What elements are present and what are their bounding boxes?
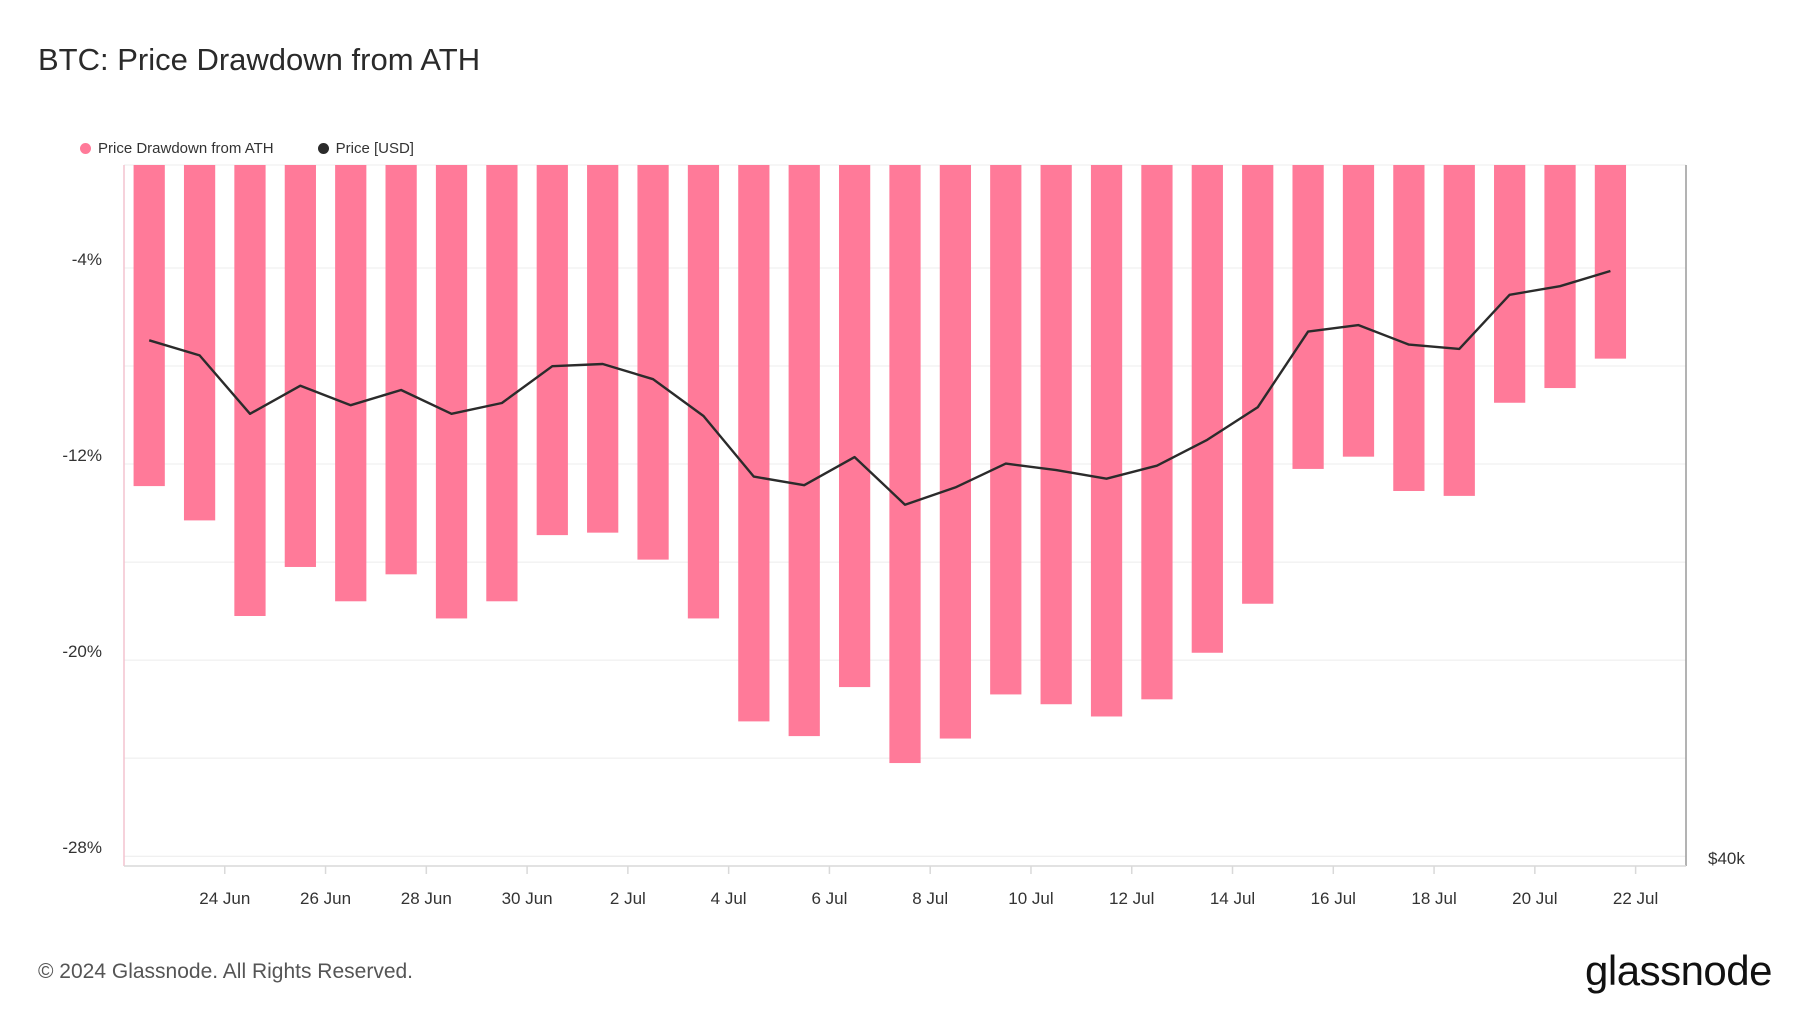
drawdown-bar: [687, 165, 720, 619]
drawdown-bar: [637, 165, 669, 560]
drawdown-bar: [587, 165, 619, 533]
axes: [123, 165, 1687, 867]
legend-dot-price: [317, 143, 329, 154]
drawdown-bar: [1040, 165, 1072, 705]
drawdown-bar: [1242, 165, 1274, 604]
y-axis-ticks: -4% -12% -20% -28% $40k: [62, 250, 1745, 868]
legend-label-drawdown: Price Drawdown from ATH: [98, 140, 274, 157]
glassnode-logo: glassnode: [1585, 947, 1772, 994]
drawdown-bar: [738, 165, 770, 722]
x-tick-label: 10 Jul: [1008, 889, 1053, 908]
drawdown-bar: [1393, 165, 1425, 491]
legend-dot-drawdown: [80, 143, 91, 154]
drawdown-bar: [1342, 165, 1375, 457]
y-tick-label: -20%: [62, 642, 102, 661]
y-tick-label: -28%: [62, 838, 102, 857]
drawdown-bar: [234, 165, 266, 616]
x-tick-label: 26 Jun: [300, 889, 351, 908]
drawdown-bar: [1544, 165, 1576, 389]
drawdown-bars: [133, 165, 1627, 764]
legend-label-price: Price [USD]: [335, 140, 414, 157]
drawdown-bar: [1191, 165, 1223, 653]
x-tick-label: 8 Jul: [912, 889, 948, 908]
x-tick-label: 14 Jul: [1210, 889, 1255, 908]
chart-plot: 24 Jun 26 Jun 28 Jun 30 Jun 2 Jul 4 Jul 6 Jul 8…: [62, 164, 1745, 908]
price-line-layer: [148, 269, 1611, 506]
x-tick-label: 4 Jul: [711, 889, 747, 908]
x-tick-label: 20 Jul: [1512, 889, 1557, 908]
legend-item-price[interactable]: Price [USD]: [317, 140, 414, 157]
chart-title: BTC: Price Drawdown from ATH: [38, 42, 481, 77]
drawdown-bar: [939, 165, 972, 739]
drawdown-bar: [1494, 165, 1526, 403]
drawdown-bar: [385, 165, 417, 575]
x-axis-ticks: 24 Jun 26 Jun 28 Jun 30 Jun 2 Jul 4 Jul 6 Jul 8…: [199, 866, 1658, 908]
drawdown-bar: [133, 165, 165, 487]
drawdown-bar: [335, 165, 367, 602]
x-tick-label: 30 Jun: [502, 889, 553, 908]
price-line: [148, 269, 1611, 506]
right-axis-tick-label: $40k: [1708, 849, 1745, 868]
drawdown-bar: [1141, 165, 1173, 700]
drawdown-bar: [788, 165, 820, 737]
legend: Price Drawdown from ATH Price [USD]: [80, 140, 414, 157]
drawdown-bar: [435, 165, 468, 619]
drawdown-bar: [1594, 165, 1627, 359]
drawdown-bar: [536, 165, 568, 536]
x-tick-label: 2 Jul: [610, 889, 646, 908]
drawdown-bar: [990, 165, 1022, 695]
x-tick-label: 12 Jul: [1109, 889, 1154, 908]
y-tick-label: -4%: [72, 250, 102, 269]
x-tick-label: 22 Jul: [1613, 889, 1658, 908]
drawdown-bar: [183, 165, 216, 521]
x-tick-label: 6 Jul: [811, 889, 847, 908]
drawdown-bar: [1292, 165, 1324, 469]
y-tick-label: -12%: [62, 446, 102, 465]
copyright-footer: © 2024 Glassnode. All Rights Reserved.: [38, 960, 414, 983]
drawdown-bar: [486, 165, 518, 602]
drawdown-bar: [284, 165, 316, 567]
drawdown-bar: [889, 165, 921, 764]
drawdown-bar: [1090, 165, 1123, 717]
x-tick-label: 28 Jun: [401, 889, 452, 908]
x-tick-label: 24 Jun: [199, 889, 250, 908]
drawdown-bar: [838, 165, 871, 688]
x-tick-label: 18 Jul: [1411, 889, 1456, 908]
legend-item-drawdown[interactable]: Price Drawdown from ATH: [80, 140, 274, 157]
x-tick-label: 16 Jul: [1311, 889, 1356, 908]
drawdown-bar: [1443, 165, 1475, 496]
